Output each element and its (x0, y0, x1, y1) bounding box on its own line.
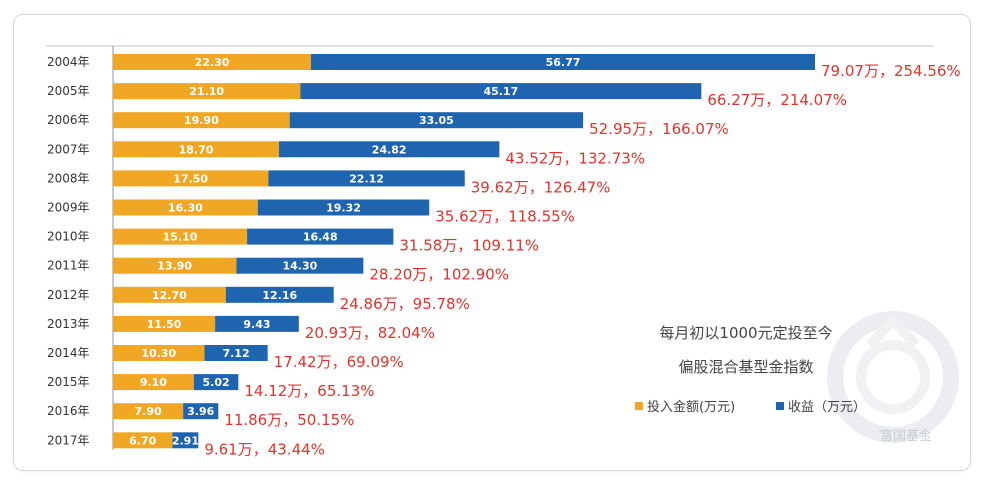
legend-label-profit: 收益（万元） (788, 400, 866, 415)
total-annotation: 66.27万，214.07% (707, 91, 847, 109)
legend-swatch-invest (635, 402, 643, 410)
profit-bar (300, 83, 702, 100)
profit-bar (193, 374, 239, 391)
total-annotation: 24.86万，95.78% (340, 295, 470, 313)
total-annotation: 17.42万，69.09% (274, 353, 404, 371)
year-label: 2014年 (47, 346, 90, 360)
total-annotation: 31.58万，109.11% (399, 237, 539, 255)
invest-bar (113, 403, 184, 420)
invest-bar (113, 112, 290, 129)
profit-value-label: 56.77 (546, 56, 581, 69)
invest-bar (113, 199, 258, 216)
profit-value-label: 9.43 (243, 318, 270, 331)
invest-bar (113, 170, 269, 187)
year-label: 2010年 (47, 230, 90, 244)
invest-value-label: 12.70 (152, 289, 187, 302)
legend-label-invest: 投入金额(万元) (647, 399, 735, 415)
chart-title-line-1: 每月初以1000元定投至今 (659, 324, 832, 342)
year-label: 2005年 (47, 84, 90, 98)
profit-bar (183, 403, 219, 420)
invest-bar (113, 141, 280, 158)
year-label: 2016年 (47, 404, 90, 418)
invest-bar (113, 54, 311, 70)
profit-value-label: 5.02 (203, 376, 230, 389)
total-annotation: 35.62万，118.55% (435, 208, 575, 226)
total-annotation: 39.62万，126.47% (471, 178, 611, 196)
chart-title-line-2: 偏股混合基型金指数 (678, 358, 813, 376)
year-label: 2015年 (47, 375, 90, 389)
watermark-text: 富国基金 (880, 428, 932, 444)
profit-bar (257, 199, 430, 216)
year-label: 2017年 (47, 433, 90, 447)
total-annotation: 9.61万，43.44% (204, 440, 325, 458)
invest-bar (113, 286, 226, 303)
invest-value-label: 13.90 (157, 260, 192, 273)
profit-value-label: 16.48 (303, 231, 338, 244)
bars-layer: 2004年 22.30 56.77 79.07万，254.56% 2005年 21.10 4… (47, 54, 961, 458)
profit-bar (215, 315, 299, 332)
legend-swatch-profit (776, 402, 784, 410)
profit-value-label: 7.12 (222, 347, 249, 360)
total-annotation: 43.52万，132.73% (505, 149, 645, 167)
profit-value-label: 14.30 (282, 260, 317, 273)
profit-value-label: 45.17 (483, 85, 518, 98)
invest-value-label: 22.30 (195, 56, 230, 69)
profit-value-label: 3.96 (187, 405, 214, 418)
invest-bar (113, 257, 237, 274)
total-annotation: 52.95万，166.07% (589, 120, 729, 138)
year-label: 2012年 (47, 288, 90, 302)
invest-value-label: 7.90 (134, 405, 161, 418)
profit-bar (289, 112, 584, 129)
year-label: 2006年 (47, 113, 90, 127)
invest-bar (113, 345, 205, 361)
total-annotation: 28.20万，102.90% (369, 266, 509, 284)
invest-value-label: 6.70 (129, 434, 156, 447)
year-label: 2011年 (47, 259, 90, 273)
invest-bar (113, 315, 216, 332)
fuguo-logo-icon (827, 311, 959, 443)
total-annotation: 14.12万，65.13% (244, 382, 374, 400)
profit-bar (225, 286, 334, 303)
profit-bar (204, 345, 268, 361)
year-label: 2007年 (47, 142, 90, 156)
total-annotation: 20.93万，82.04% (305, 324, 435, 342)
profit-bar (247, 228, 394, 245)
legend: 投入金额(万元) 收益（万元） (635, 399, 866, 415)
invest-value-label: 9.10 (140, 376, 167, 389)
total-annotation: 11.86万，50.15% (224, 411, 354, 429)
invest-value-label: 11.50 (147, 318, 182, 331)
total-annotation: 79.07万，254.56% (821, 62, 961, 80)
invest-value-label: 15.10 (163, 231, 198, 244)
profit-value-label: 33.05 (419, 114, 454, 127)
invest-value-label: 17.50 (173, 172, 208, 185)
profit-bar (279, 141, 500, 158)
profit-bar (310, 54, 815, 70)
invest-bar (113, 228, 248, 245)
invest-bar (113, 432, 173, 449)
profit-bar (268, 170, 465, 187)
invest-value-label: 19.90 (184, 114, 219, 127)
profit-value-label: 24.82 (372, 143, 407, 156)
invest-value-label: 18.70 (179, 143, 214, 156)
year-label: 2004年 (47, 55, 90, 69)
invest-value-label: 21.10 (189, 85, 224, 98)
profit-value-label: 19.32 (326, 202, 361, 215)
profit-value-label: 22.12 (349, 172, 384, 185)
profit-bar (172, 432, 199, 449)
year-label: 2008年 (47, 171, 90, 185)
profit-value-label: 12.16 (262, 289, 297, 302)
profit-bar (236, 257, 364, 274)
invest-value-label: 16.30 (168, 202, 203, 215)
invest-value-label: 10.30 (141, 347, 176, 360)
invest-bar (113, 83, 301, 100)
year-label: 2013年 (47, 317, 90, 331)
year-label: 2009年 (47, 201, 90, 215)
profit-value-label: 2.91 (172, 434, 199, 447)
invest-bar (113, 374, 194, 391)
